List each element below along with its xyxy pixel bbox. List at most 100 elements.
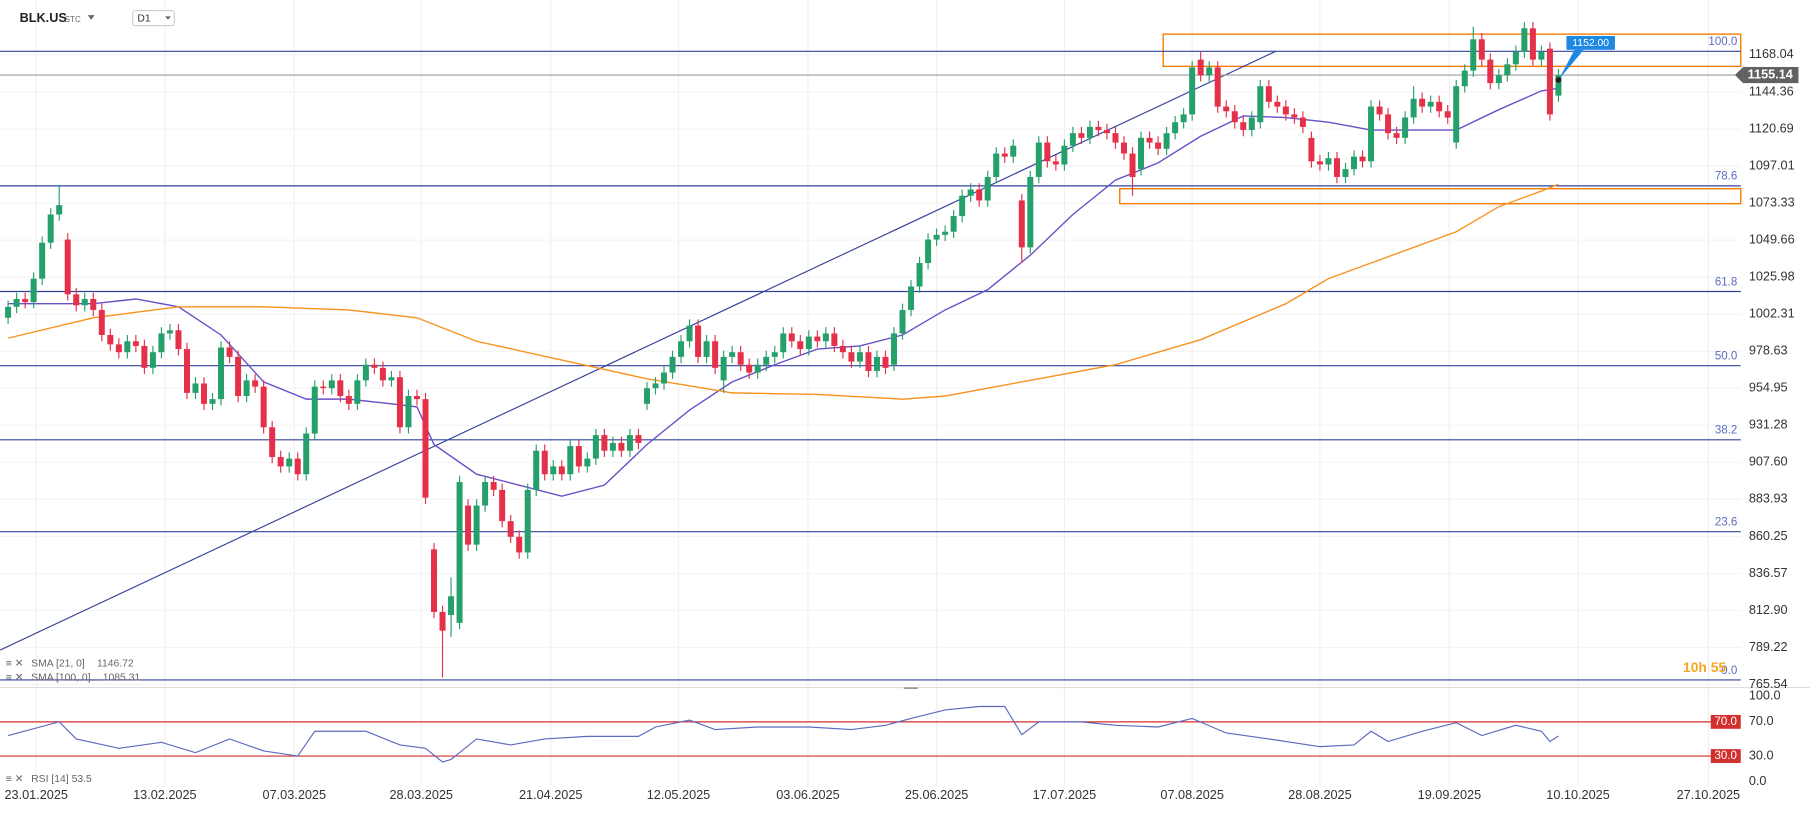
candle-body[interactable] — [703, 341, 710, 357]
candle-body[interactable] — [550, 466, 557, 475]
candle-body[interactable] — [1155, 142, 1162, 149]
candle-body[interactable] — [567, 446, 574, 475]
candle-body[interactable] — [831, 333, 838, 346]
candle-body[interactable] — [575, 446, 582, 467]
candle-body[interactable] — [192, 383, 199, 393]
candle-body[interactable] — [695, 325, 702, 357]
candle-body[interactable] — [1078, 133, 1085, 138]
candle-body[interactable] — [345, 396, 352, 404]
candle-body[interactable] — [1189, 67, 1196, 115]
candle-body[interactable] — [763, 356, 770, 365]
candle-body[interactable] — [30, 278, 37, 303]
candle-body[interactable] — [1470, 39, 1477, 71]
candle-body[interactable] — [891, 333, 898, 365]
candle-body[interactable] — [1359, 156, 1366, 162]
candle-body[interactable] — [354, 380, 361, 404]
candle-body[interactable] — [1316, 161, 1323, 165]
candle-body[interactable] — [1410, 98, 1417, 118]
candle-body[interactable] — [1325, 158, 1332, 165]
candle-body[interactable] — [396, 377, 403, 428]
alert-box[interactable] — [1566, 35, 1615, 50]
candle-body[interactable] — [277, 457, 284, 467]
candle-body[interactable] — [1163, 133, 1170, 149]
candle-body[interactable] — [1129, 153, 1136, 177]
candle-body[interactable] — [652, 383, 659, 389]
candle-body[interactable] — [1010, 145, 1017, 157]
candle-body[interactable] — [1495, 75, 1502, 84]
candle-body[interactable] — [1197, 59, 1204, 76]
candle-body[interactable] — [558, 466, 565, 475]
candle-body[interactable] — [81, 298, 88, 306]
candle-body[interactable] — [1478, 39, 1485, 60]
candle-body[interactable] — [56, 205, 63, 215]
candle-body[interactable] — [712, 341, 719, 368]
candle-body[interactable] — [592, 435, 599, 459]
candle-body[interactable] — [1529, 28, 1536, 60]
candle-body[interactable] — [865, 352, 872, 371]
candle-body[interactable] — [269, 427, 276, 458]
candle-body[interactable] — [1069, 133, 1076, 146]
candle-body[interactable] — [848, 352, 855, 362]
candle-body[interactable] — [780, 333, 787, 353]
candle-body[interactable] — [90, 298, 97, 310]
candle-body[interactable] — [822, 333, 829, 342]
candle-body[interactable] — [141, 345, 148, 368]
candle-body[interactable] — [320, 386, 327, 389]
candle-body[interactable] — [1223, 106, 1230, 112]
candle-body[interactable] — [1436, 101, 1443, 112]
candle-body[interactable] — [328, 380, 335, 389]
candle-body[interactable] — [908, 286, 915, 310]
candle-body[interactable] — [47, 214, 54, 243]
candle-body[interactable] — [5, 306, 12, 318]
candle-body[interactable] — [1351, 156, 1358, 170]
candle-body[interactable] — [1035, 142, 1042, 177]
candle-body[interactable] — [1538, 51, 1545, 60]
candle-body[interactable] — [1240, 122, 1247, 131]
interval-select[interactable] — [132, 9, 175, 27]
candle-body[interactable] — [541, 450, 548, 475]
candle-body[interactable] — [1308, 137, 1315, 162]
candle-body[interactable] — [814, 336, 821, 342]
candle-body[interactable] — [1018, 200, 1025, 248]
candle-body[interactable] — [754, 364, 761, 373]
candle-body[interactable] — [1368, 106, 1375, 162]
candle-body[interactable] — [158, 333, 165, 353]
candle-body[interactable] — [1248, 117, 1255, 131]
candle-body[interactable] — [626, 435, 633, 451]
candle-body[interactable] — [1376, 106, 1383, 115]
candle-body[interactable] — [1461, 70, 1468, 87]
candle-body[interactable] — [1282, 106, 1289, 115]
candle-body[interactable] — [1393, 133, 1400, 138]
candle-body[interactable] — [149, 352, 156, 368]
candle-body[interactable] — [984, 176, 991, 201]
candle-body[interactable] — [422, 399, 429, 498]
candle-body[interactable] — [1487, 59, 1494, 84]
candle-body[interactable] — [669, 356, 676, 373]
candle-body[interactable] — [209, 399, 216, 404]
candle-body[interactable] — [175, 330, 182, 350]
candle-body[interactable] — [516, 536, 523, 553]
candle-body[interactable] — [465, 505, 472, 545]
candle-body[interactable] — [39, 242, 46, 279]
candle-body[interactable] — [601, 435, 608, 451]
candle-body[interactable] — [635, 435, 642, 443]
candle-body[interactable] — [1103, 130, 1110, 134]
candle-body[interactable] — [235, 356, 242, 397]
candle-body[interactable] — [661, 372, 668, 384]
candle-body[interactable] — [1333, 158, 1340, 177]
candle-body[interactable] — [737, 352, 744, 365]
candle-body[interactable] — [431, 549, 438, 612]
candle-body[interactable] — [1027, 176, 1034, 248]
candle-body[interactable] — [1546, 48, 1553, 115]
candle-body[interactable] — [473, 505, 480, 545]
candle-body[interactable] — [1512, 51, 1519, 65]
candle-body[interactable] — [64, 239, 71, 295]
candle-body[interactable] — [729, 352, 736, 357]
candle-body[interactable] — [183, 349, 190, 393]
candle-body[interactable] — [1086, 126, 1093, 138]
candle-body[interactable] — [746, 364, 753, 373]
candle-body[interactable] — [482, 482, 489, 506]
candle-body[interactable] — [201, 383, 208, 404]
candle-body[interactable] — [379, 367, 386, 381]
candle-body[interactable] — [524, 489, 531, 553]
